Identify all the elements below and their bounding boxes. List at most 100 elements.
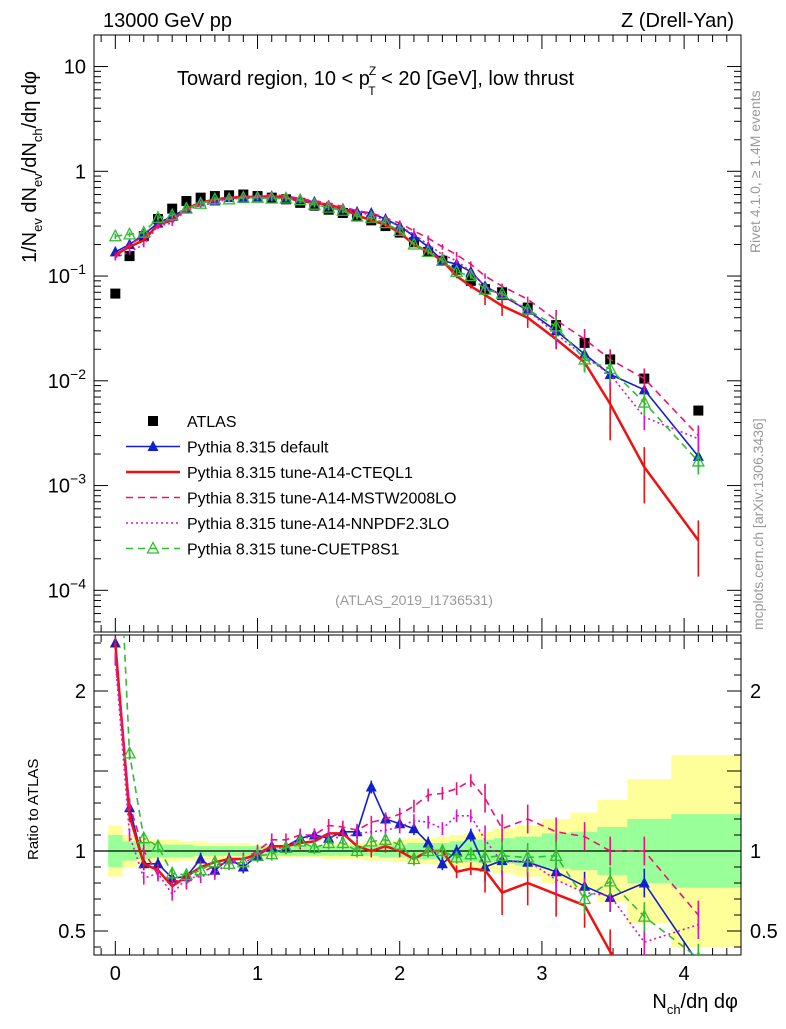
atlas-point bbox=[110, 288, 121, 299]
series-point bbox=[236, 190, 250, 203]
series-point bbox=[179, 201, 194, 214]
legend-label: Pythia 8.315 tune-A14-CTEQL1 bbox=[187, 465, 413, 482]
ratio-y-tick-label-right: 2 bbox=[750, 681, 761, 703]
series-point bbox=[407, 237, 421, 250]
ratio-point bbox=[422, 837, 434, 848]
ratio-point bbox=[336, 835, 350, 849]
ratio-point bbox=[603, 873, 617, 887]
series-point bbox=[322, 200, 336, 213]
y-tick-label: 10 bbox=[64, 57, 86, 79]
ratio-point bbox=[393, 837, 407, 850]
series-point bbox=[307, 197, 321, 210]
ratio-y-tick-label: 2 bbox=[75, 681, 86, 703]
legend-label: ATLAS bbox=[187, 414, 237, 431]
ratio-point bbox=[110, 445, 121, 456]
series-point bbox=[108, 228, 122, 242]
ratio-point bbox=[495, 848, 509, 861]
mcplots-label: mcplots.cern.ch [arXiv:1306.3436] bbox=[750, 418, 766, 630]
series-point bbox=[222, 191, 236, 205]
ratio-y-axis-label: Ratio to ATLAS bbox=[25, 759, 42, 860]
ratio-point bbox=[435, 843, 449, 857]
ratio-point bbox=[350, 843, 364, 857]
series-point bbox=[151, 210, 165, 223]
ratio-line bbox=[123, 635, 696, 955]
series-point bbox=[393, 223, 407, 237]
ratio-line bbox=[114, 642, 694, 955]
y-tick-label: 10−2 bbox=[48, 366, 86, 393]
y-tick-label: 10−3 bbox=[48, 471, 86, 498]
legend-label: Pythia 8.315 tune-CUETP8S1 bbox=[187, 542, 400, 559]
main-frame bbox=[93, 34, 742, 633]
main-ticks: 10 1 10−1 10−2 10−3 10−4 bbox=[48, 34, 742, 633]
legend-marker bbox=[147, 440, 159, 451]
x-tick-label: 2 bbox=[394, 963, 405, 985]
ratio-point bbox=[638, 877, 650, 888]
ratio-point bbox=[364, 833, 378, 847]
legend-label: Pythia 8.315 tune-A14-NNPDF2.3LO bbox=[187, 516, 449, 533]
ratio-bands bbox=[94, 755, 741, 947]
ratio-point bbox=[578, 891, 592, 905]
x-tick-label: 3 bbox=[536, 963, 547, 985]
rivet-label: Rivet 4.1.0, ≥ 1.4M events bbox=[747, 90, 763, 253]
ratio-ticks: 0.5 0.5 1 1 2 2 0 1 2 3 4 bbox=[58, 635, 778, 985]
ratio-point bbox=[179, 867, 194, 881]
series-point bbox=[421, 244, 435, 258]
legend-marker bbox=[146, 541, 160, 554]
ratio-point bbox=[436, 857, 448, 869]
series-point bbox=[165, 207, 179, 221]
x-tick-label: 4 bbox=[679, 963, 690, 985]
ratio-point bbox=[151, 838, 165, 852]
ratio-point bbox=[421, 843, 435, 857]
ratio-point bbox=[165, 865, 179, 879]
ratio-frame bbox=[93, 634, 742, 956]
series-point bbox=[378, 215, 393, 229]
series-point bbox=[603, 361, 617, 375]
atlas-point bbox=[693, 405, 704, 416]
x-tick-label: 1 bbox=[252, 963, 263, 985]
series-point bbox=[450, 264, 464, 277]
ratio-point bbox=[549, 848, 563, 861]
ratio-point bbox=[322, 835, 336, 849]
series-point bbox=[478, 282, 492, 295]
series-point bbox=[637, 395, 651, 408]
series-point bbox=[691, 454, 705, 467]
ratio-point bbox=[478, 849, 492, 863]
series-line bbox=[114, 193, 699, 437]
series-point bbox=[464, 268, 478, 282]
ratio-point bbox=[365, 781, 377, 792]
y-tick-label: 10−4 bbox=[48, 575, 86, 602]
ratio-point bbox=[152, 857, 164, 869]
ratio-line bbox=[114, 658, 699, 944]
ratio-point bbox=[464, 846, 478, 860]
series-point bbox=[208, 191, 222, 205]
ratio-point bbox=[137, 830, 151, 844]
ratio-point bbox=[122, 745, 137, 759]
series-point bbox=[279, 191, 293, 204]
main-series bbox=[108, 189, 705, 577]
series-point bbox=[521, 302, 535, 315]
series-point bbox=[122, 226, 137, 240]
ratio-panel: 0.5 0.5 1 1 2 2 0 1 2 3 4 Ratio to ATLAS Nch/dη dφ bbox=[25, 445, 778, 1017]
process-label: Z (Drell-Yan) bbox=[621, 10, 734, 32]
ratio-y-tick-label: 0.5 bbox=[58, 921, 86, 943]
legend-label: Pythia 8.315 tune-A14-MSTW2008LO bbox=[187, 491, 456, 508]
ratio-point bbox=[378, 832, 393, 845]
legend: ATLAS Pythia 8.315 default Pythia 8.315 tu… bbox=[126, 414, 456, 559]
series-line bbox=[115, 196, 699, 440]
x-tick-label: 0 bbox=[110, 963, 121, 985]
series-point bbox=[549, 319, 563, 332]
ratio-point bbox=[236, 854, 250, 868]
series-point bbox=[350, 209, 364, 222]
energy-label: 13000 GeV pp bbox=[103, 10, 232, 32]
series-point bbox=[194, 196, 208, 209]
ratio-point bbox=[195, 853, 207, 864]
ratio-point bbox=[222, 856, 236, 869]
ratio-point bbox=[250, 848, 265, 861]
ratio-point bbox=[307, 840, 321, 853]
ratio-point bbox=[194, 862, 208, 876]
ratio-point bbox=[208, 854, 222, 868]
ratio-series bbox=[109, 445, 701, 955]
legend-marker bbox=[148, 416, 158, 426]
analysis-id: (ATLAS_2019_I1736531) bbox=[335, 592, 493, 608]
